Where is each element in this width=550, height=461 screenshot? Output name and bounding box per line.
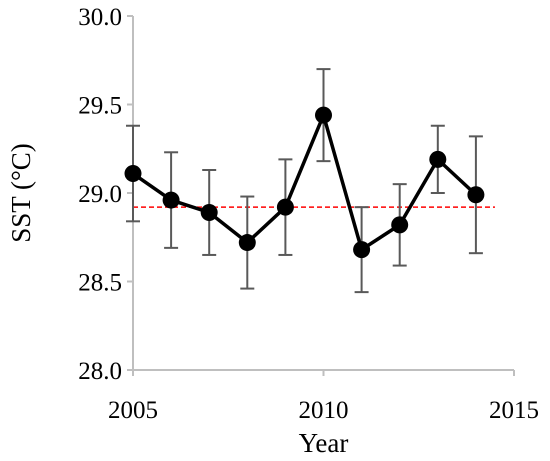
data-points <box>124 106 485 259</box>
x-tick-label: 2005 <box>108 397 158 424</box>
sst-series-line <box>131 113 478 252</box>
data-point <box>238 234 256 252</box>
data-point <box>276 198 294 216</box>
data-point <box>162 191 180 209</box>
data-point <box>467 186 485 204</box>
x-tick-label: 2015 <box>489 397 539 424</box>
x-tick-label: 2010 <box>299 397 349 424</box>
data-point <box>391 216 409 234</box>
y-tick-label: 29.5 <box>78 93 122 120</box>
x-ticks: 2005 2010 2015 <box>108 370 539 424</box>
y-tick-label: 28.5 <box>78 270 122 297</box>
data-point <box>353 241 371 259</box>
x-axis-title: Year <box>299 428 349 458</box>
y-ticks: 28.0 28.5 29.0 29.5 30.0 <box>78 4 133 385</box>
y-axis-title: SST (°C) <box>6 143 36 243</box>
y-tick-label: 28.0 <box>78 358 122 385</box>
y-tick-label: 30.0 <box>78 4 122 31</box>
y-tick-label: 29.0 <box>78 181 122 208</box>
data-point <box>124 165 142 183</box>
data-point <box>315 106 332 124</box>
error-bars <box>126 68 483 294</box>
data-point <box>200 203 218 221</box>
data-point <box>429 150 447 168</box>
